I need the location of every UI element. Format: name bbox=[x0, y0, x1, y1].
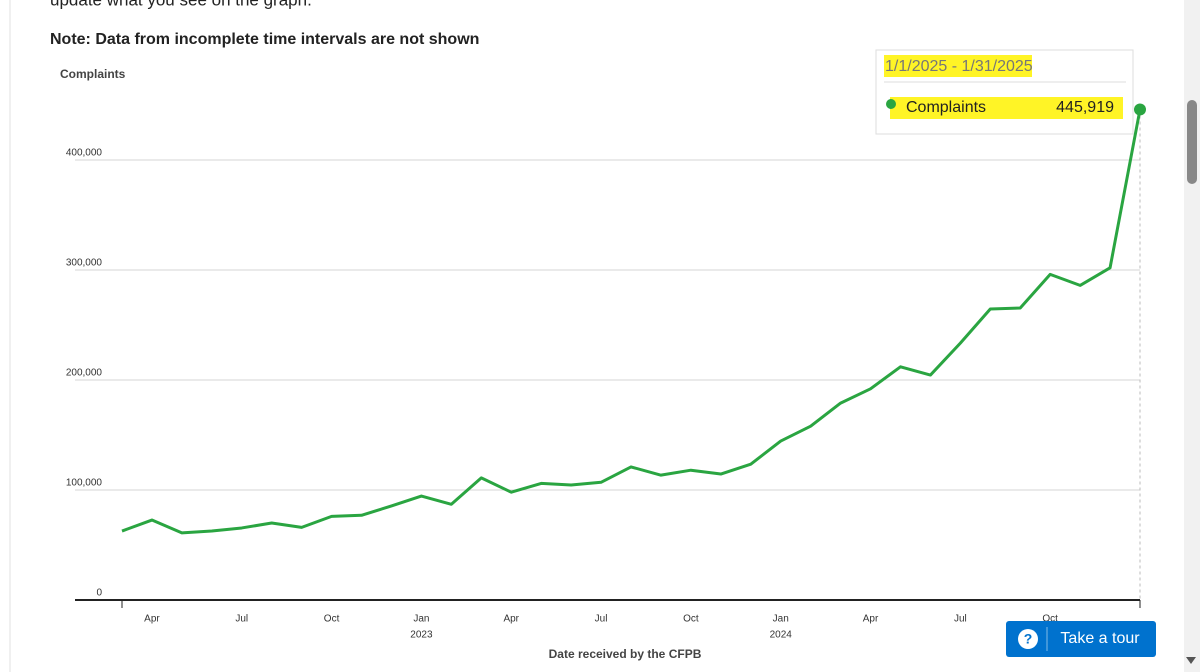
x-axis-title: Date received by the CFPB bbox=[549, 647, 702, 661]
x-tick-label: Oct bbox=[683, 614, 699, 625]
x-tick-label: Oct bbox=[324, 614, 340, 625]
hover-point bbox=[1134, 103, 1146, 116]
x-tick-label: Jul bbox=[235, 614, 248, 625]
y-tick-label: 200,000 bbox=[66, 368, 103, 379]
tour-button[interactable]: ? Take a tour bbox=[1006, 621, 1156, 657]
x-year-label: 2024 bbox=[770, 630, 793, 641]
y-tick-label: 300,000 bbox=[66, 258, 103, 269]
legend-marker bbox=[886, 99, 896, 109]
y-tick-label: 100,000 bbox=[66, 478, 103, 489]
button-bg[interactable] bbox=[1006, 621, 1156, 657]
x-tick-label: Oct bbox=[1042, 614, 1058, 625]
tooltip-value: 445,919 bbox=[1056, 99, 1114, 116]
button-label[interactable]: Take a tour bbox=[1060, 630, 1140, 647]
scroll-arrow[interactable] bbox=[1186, 657, 1196, 664]
x-tick-label: Apr bbox=[144, 614, 160, 625]
plot: 0 100,000 200,000 300,000 400,000 Apr Jul Oct Ja… bbox=[66, 103, 1146, 641]
x-year-label: 2023 bbox=[410, 630, 433, 641]
note: Note: Data from incomplete time interval… bbox=[50, 31, 479, 48]
highlight bbox=[890, 97, 1123, 119]
x-tick-label: Jul bbox=[595, 614, 608, 625]
series-line bbox=[121, 109, 1142, 535]
tooltip: 1/1/2025 - 1/31/2025 Complaints 445,919 bbox=[875, 49, 1134, 135]
tooltip-series: Complaints bbox=[906, 99, 986, 116]
highlight bbox=[884, 55, 1032, 77]
intro-text: update what you see on the graph. bbox=[50, 0, 312, 9]
x-tick-label: Apr bbox=[503, 614, 519, 625]
y-tick-label: 400,000 bbox=[66, 148, 103, 159]
x-tick-label: Jan bbox=[413, 614, 429, 625]
x-tick-label: Apr bbox=[863, 614, 879, 625]
x-tick-label: Jul bbox=[954, 614, 967, 625]
help-icon-text[interactable]: ? bbox=[1024, 631, 1033, 647]
scrollbar-thumb[interactable] bbox=[1187, 100, 1197, 184]
tooltip-title: 1/1/2025 - 1/31/2025 bbox=[885, 58, 1033, 75]
help-icon[interactable] bbox=[1018, 629, 1038, 649]
y-axis-title: Complaints bbox=[60, 67, 126, 81]
x-tick-label: Jan bbox=[773, 614, 789, 625]
y-tick-label: 0 bbox=[96, 588, 102, 599]
